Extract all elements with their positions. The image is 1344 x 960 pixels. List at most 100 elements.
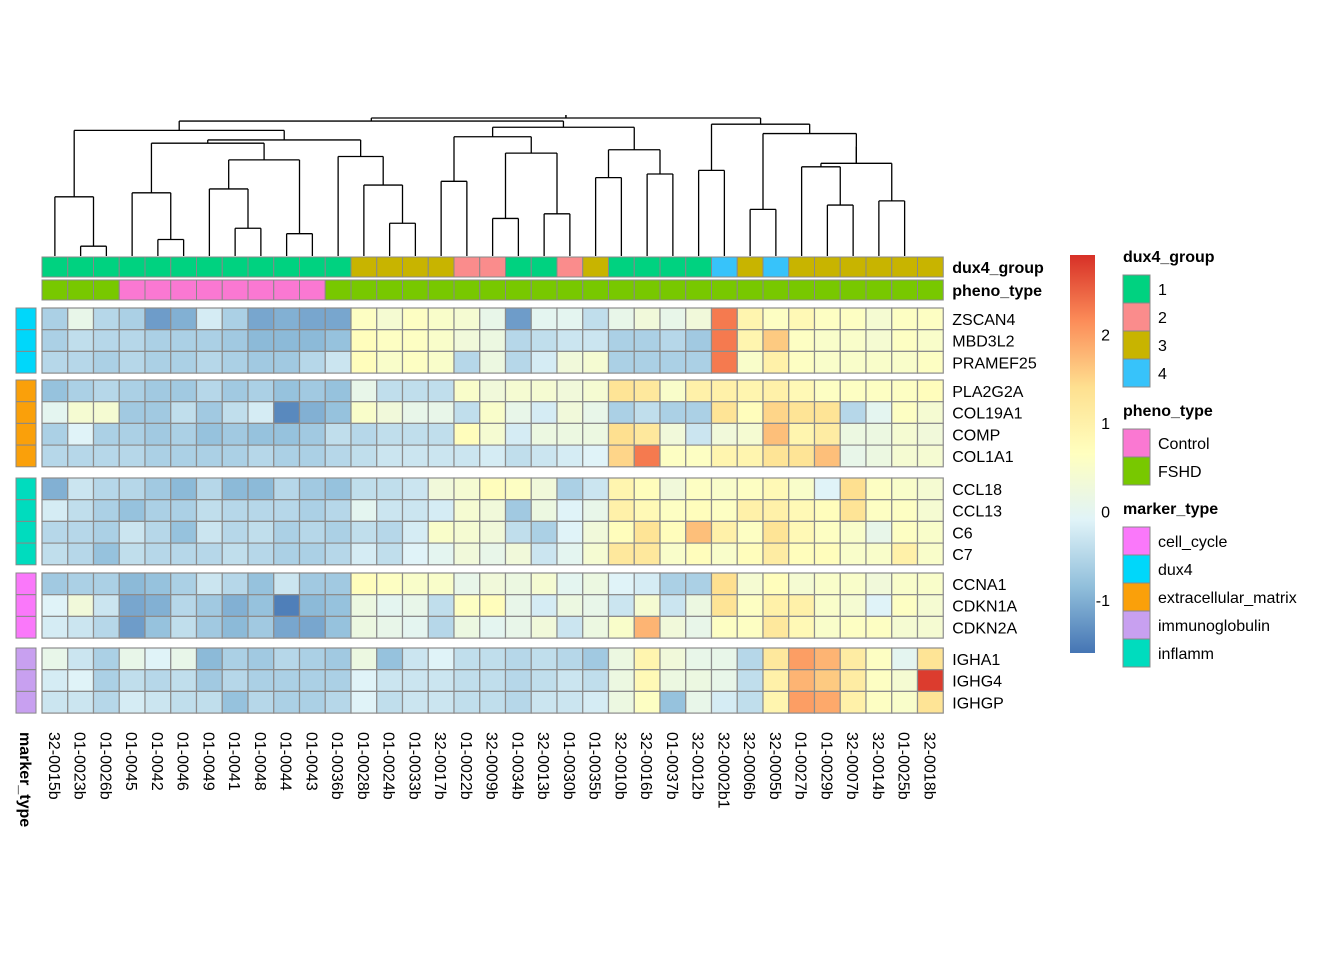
heatmap-cell xyxy=(659,647,687,671)
heatmap-cell xyxy=(788,690,816,714)
heatmap-cell xyxy=(298,379,326,403)
heatmap-cell xyxy=(41,307,69,331)
dux4_group-annotation-cell xyxy=(891,256,918,278)
heatmap-cell xyxy=(633,329,661,353)
heatmap-cell xyxy=(92,520,120,544)
heatmap-cell xyxy=(324,594,352,618)
heatmap-cell xyxy=(633,350,661,374)
gene-label: PLA2G2A xyxy=(952,384,1023,401)
heatmap-cell xyxy=(607,669,635,693)
heatmap-cell xyxy=(556,350,584,374)
heatmap-cell xyxy=(298,669,326,693)
pheno_type-annotation-cell xyxy=(917,279,944,301)
heatmap-cell xyxy=(633,499,661,523)
heatmap-cell xyxy=(813,379,841,403)
heatmap-cell xyxy=(865,307,893,331)
heatmap-cell xyxy=(839,307,867,331)
heatmap-cell xyxy=(813,401,841,425)
heatmap-cell xyxy=(607,401,635,425)
heatmap-cell xyxy=(453,669,481,693)
heatmap-cell xyxy=(556,477,584,501)
heatmap-cell xyxy=(685,669,713,693)
heatmap-cell xyxy=(788,401,816,425)
heatmap-cell xyxy=(556,329,584,353)
sample-label: 01-0048 xyxy=(251,732,268,791)
heatmap-cell xyxy=(633,307,661,331)
heatmap-cell xyxy=(607,329,635,353)
heatmap-cell xyxy=(865,690,893,714)
marker_type-legend-title: marker_type xyxy=(1123,501,1218,518)
heatmap-cell xyxy=(504,669,532,693)
heatmap-cell xyxy=(427,647,455,671)
heatmap-cell xyxy=(170,669,198,693)
sample-label: 32-0010b xyxy=(611,732,628,800)
gene-label: COMP xyxy=(952,427,1000,444)
heatmap-cell xyxy=(92,542,120,566)
heatmap-cell xyxy=(298,520,326,544)
heatmap-cell xyxy=(453,444,481,468)
heatmap-cell xyxy=(350,499,378,523)
heatmap-cell xyxy=(247,477,275,501)
sample-label: 01-0049 xyxy=(199,732,216,791)
heatmap-cell xyxy=(916,350,944,374)
legend-swatch xyxy=(1122,428,1151,458)
heatmap-cell xyxy=(273,422,301,446)
sample-label: 32-0015b xyxy=(45,732,62,800)
heatmap-cell xyxy=(891,307,919,331)
heatmap-cell xyxy=(916,572,944,596)
heatmap-cell xyxy=(504,401,532,425)
marker-type-cell xyxy=(15,401,37,424)
heatmap-cell xyxy=(170,520,198,544)
heatmap-cell xyxy=(685,542,713,566)
heatmap-cell xyxy=(195,401,223,425)
dux4_group-annotation-label: dux4_group xyxy=(952,260,1044,277)
color-scale-tick: -1 xyxy=(1096,593,1110,610)
heatmap-cell xyxy=(659,307,687,331)
heatmap-cell xyxy=(427,379,455,403)
gene-label: C6 xyxy=(952,525,973,542)
heatmap-cell xyxy=(839,329,867,353)
heatmap-cell xyxy=(401,401,429,425)
heatmap-cell xyxy=(376,401,404,425)
heatmap-cell xyxy=(530,329,558,353)
heatmap-cell xyxy=(865,401,893,425)
heatmap-cell xyxy=(607,307,635,331)
heatmap-cell xyxy=(376,499,404,523)
heatmap-cell xyxy=(41,594,69,618)
heatmap-cell xyxy=(659,615,687,639)
heatmap-cell xyxy=(376,647,404,671)
heatmap-cell xyxy=(633,572,661,596)
pheno_type-annotation-cell xyxy=(839,279,867,301)
heatmap-cell xyxy=(427,477,455,501)
heatmap-cell xyxy=(479,669,507,693)
sample-label: 32-0014b xyxy=(869,732,886,800)
heatmap-cell xyxy=(324,307,352,331)
heatmap-cell xyxy=(195,542,223,566)
legend-label: 1 xyxy=(1158,282,1167,299)
heatmap-cell xyxy=(839,444,867,468)
sample-label: 01-0029b xyxy=(817,732,834,800)
heatmap-cell xyxy=(298,307,326,331)
marker-type-cell xyxy=(15,499,37,522)
heatmap-cell xyxy=(685,615,713,639)
heatmap-cell xyxy=(298,594,326,618)
heatmap-cell xyxy=(736,520,764,544)
heatmap-cell xyxy=(350,542,378,566)
dux4_group-annotation-cell xyxy=(685,256,712,278)
heatmap-cell xyxy=(195,379,223,403)
heatmap-cell xyxy=(427,329,455,353)
legend-swatch xyxy=(1122,526,1151,556)
heatmap-cell xyxy=(92,444,120,468)
heatmap-cell xyxy=(710,329,738,353)
pheno_type-annotation-cell xyxy=(67,279,94,301)
heatmap-cell xyxy=(685,690,713,714)
heatmap-cell xyxy=(453,401,481,425)
heatmap-cell xyxy=(607,350,635,374)
legend-label: 3 xyxy=(1158,338,1167,355)
heatmap-cell xyxy=(324,572,352,596)
heatmap-cell xyxy=(350,520,378,544)
heatmap-cell xyxy=(170,499,198,523)
heatmap-cell xyxy=(273,401,301,425)
marker-type-cell xyxy=(15,422,37,446)
heatmap-cell xyxy=(556,690,584,714)
